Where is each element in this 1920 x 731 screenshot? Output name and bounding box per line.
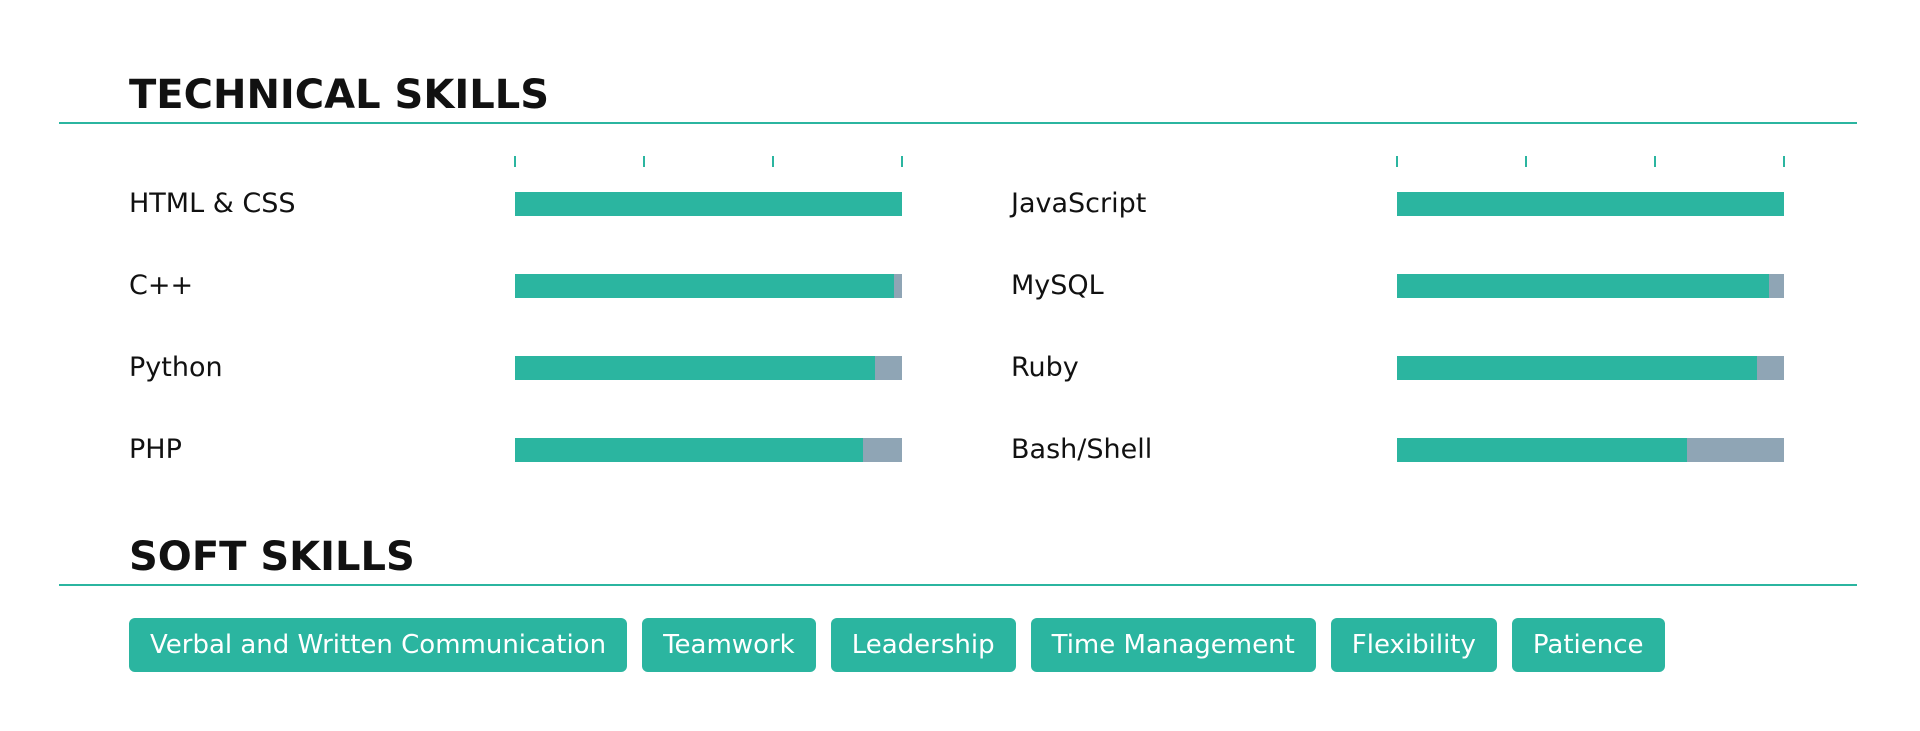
skill-tag: Teamwork xyxy=(642,618,816,672)
skill-bar xyxy=(1397,192,1784,216)
skill-tag: Flexibility xyxy=(1330,618,1497,672)
skill-name: MySQL xyxy=(1011,270,1104,301)
skill-bar xyxy=(1397,438,1688,462)
section-title: SOFT SKILLS xyxy=(129,534,415,580)
skill-name: Python xyxy=(129,352,223,383)
skill-bar xyxy=(515,356,875,380)
tick-mark xyxy=(1524,156,1527,167)
tick-mark xyxy=(772,156,775,167)
skill-bar xyxy=(1397,274,1769,298)
skill-bar xyxy=(515,274,895,298)
skill-bar xyxy=(515,192,902,216)
tick-mark xyxy=(514,156,516,167)
section-title: TECHNICAL SKILLS xyxy=(129,72,549,118)
section-rule xyxy=(59,122,1857,124)
section-rule xyxy=(59,584,1857,586)
skill-tag: Verbal and Written Communication xyxy=(129,618,628,672)
skill-name: Ruby xyxy=(1011,352,1079,383)
skill-name: PHP xyxy=(129,434,182,465)
tick-mark xyxy=(1654,156,1657,167)
skill-name: HTML & CSS xyxy=(129,188,296,219)
skill-bar xyxy=(1397,356,1757,380)
skill-tag: Time Management xyxy=(1030,618,1316,672)
skill-tag: Patience xyxy=(1511,618,1665,672)
skill-name: C++ xyxy=(129,270,194,301)
tick-mark xyxy=(1396,156,1398,167)
skill-name: JavaScript xyxy=(1011,188,1147,219)
tick-mark xyxy=(901,156,903,167)
skill-name: Bash/Shell xyxy=(1011,434,1153,465)
tag-list: Verbal and Written Communication Teamwork… xyxy=(129,618,1665,672)
tick-mark xyxy=(642,156,645,167)
skill-tag: Leadership xyxy=(830,618,1016,672)
tick-mark xyxy=(1783,156,1785,167)
skill-bar xyxy=(515,438,864,462)
